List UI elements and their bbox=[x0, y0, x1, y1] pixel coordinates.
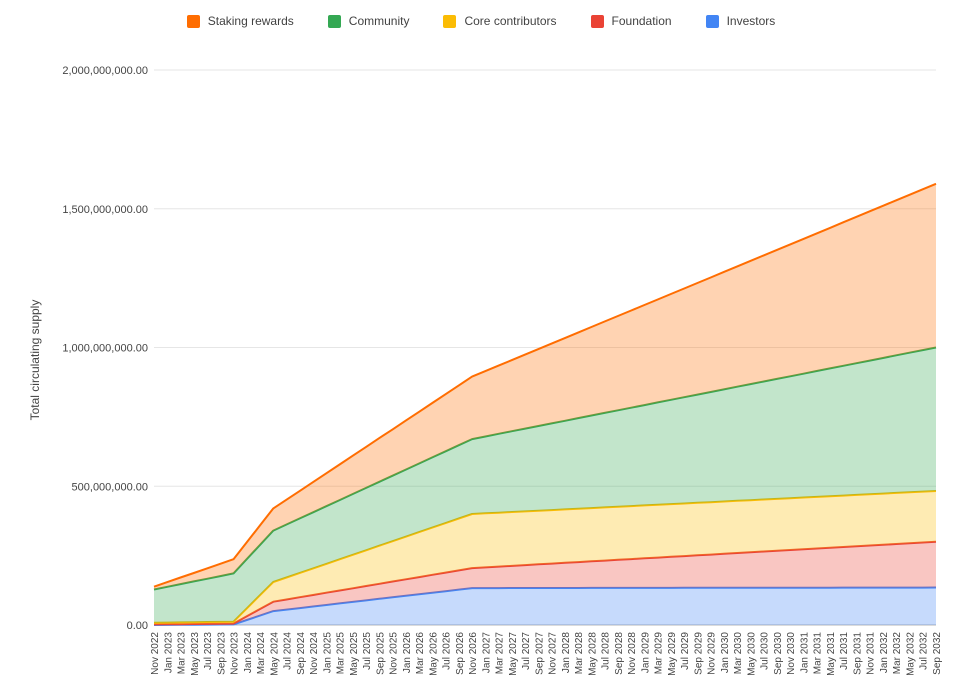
line-foundation bbox=[153, 540, 937, 626]
y-tick-label: 1,000,000,000.00 bbox=[62, 343, 148, 355]
x-tick-label: Mar 2031 bbox=[813, 632, 824, 675]
x-tick-label: Jan 2023 bbox=[163, 632, 174, 674]
legend-label: Investors bbox=[726, 14, 776, 28]
line-investors bbox=[153, 586, 937, 626]
x-tick-label: Sep 2023 bbox=[216, 632, 227, 675]
x-tick-label: May 2029 bbox=[667, 632, 678, 676]
x-tick-label: Mar 2027 bbox=[495, 632, 506, 675]
x-tick-label: Mar 2030 bbox=[733, 632, 744, 675]
x-tick-label: May 2024 bbox=[269, 632, 280, 676]
x-tick-label: May 2031 bbox=[826, 632, 837, 676]
x-tick-label: Nov 2029 bbox=[707, 632, 718, 675]
legend-item-staking-rewards[interactable]: Staking rewards bbox=[186, 14, 294, 28]
x-tick-label: Jan 2025 bbox=[322, 632, 333, 674]
area-staking-rewards bbox=[154, 183, 936, 590]
x-tick-label: Mar 2029 bbox=[654, 632, 665, 675]
x-tick-label: Jul 2031 bbox=[839, 632, 850, 670]
x-tick-label: Sep 2025 bbox=[375, 632, 386, 675]
x-tick-label: Jul 2026 bbox=[442, 632, 453, 670]
x-tick-label: Mar 2026 bbox=[415, 632, 426, 675]
area-community bbox=[154, 347, 936, 623]
legend-item-core-contributors[interactable]: Core contributors bbox=[443, 14, 557, 28]
x-tick-label: Jan 2032 bbox=[879, 632, 890, 674]
x-tick-label: Jan 2026 bbox=[402, 632, 413, 674]
x-tick-label: May 2026 bbox=[428, 632, 439, 676]
community-swatch-icon bbox=[327, 14, 341, 28]
legend-label: Core contributors bbox=[464, 14, 557, 28]
line-core-contributors bbox=[153, 490, 937, 624]
y-tick-label: 1,500,000,000.00 bbox=[62, 204, 148, 216]
x-tick-label: Nov 2028 bbox=[627, 632, 638, 675]
x-tick-label: Jan 2031 bbox=[799, 632, 810, 674]
x-tick-label: Mar 2024 bbox=[256, 632, 267, 675]
legend-label: Staking rewards bbox=[207, 14, 294, 28]
x-tick-label: Sep 2029 bbox=[693, 632, 704, 675]
legend-item-investors[interactable]: Investors bbox=[705, 14, 776, 28]
y-tick-label: 2,000,000,000.00 bbox=[62, 65, 148, 77]
x-tick-label: Nov 2031 bbox=[866, 632, 877, 675]
area-investors bbox=[154, 587, 936, 625]
x-tick-label: Jan 2024 bbox=[243, 632, 254, 674]
x-tick-label: May 2023 bbox=[190, 632, 201, 676]
x-tick-label: Mar 2023 bbox=[177, 632, 188, 675]
x-tick-label: Nov 2022 bbox=[150, 632, 161, 675]
x-tick-label: May 2025 bbox=[349, 632, 360, 676]
legend-item-foundation[interactable]: Foundation bbox=[590, 14, 672, 28]
y-tick-label: 500,000,000.00 bbox=[72, 481, 148, 493]
x-tick-label: Sep 2026 bbox=[455, 632, 466, 675]
x-tick-label: Nov 2025 bbox=[389, 632, 400, 675]
x-tick-label: May 2030 bbox=[746, 632, 757, 676]
x-tick-label: Mar 2032 bbox=[892, 632, 903, 675]
x-tick-label: Sep 2024 bbox=[296, 632, 307, 675]
x-tick-label: Jul 2030 bbox=[760, 632, 771, 670]
x-tick-label: Nov 2023 bbox=[230, 632, 241, 675]
x-tick-label: Sep 2032 bbox=[932, 632, 943, 675]
legend-label: Community bbox=[348, 14, 410, 28]
x-tick-label: Jan 2027 bbox=[481, 632, 492, 674]
x-tick-label: Jul 2029 bbox=[680, 632, 691, 670]
y-tick-label: 0.00 bbox=[127, 620, 148, 632]
x-tick-label: Jul 2032 bbox=[919, 632, 930, 670]
x-tick-label: May 2027 bbox=[508, 632, 519, 676]
area-foundation bbox=[154, 541, 936, 625]
legend-label: Foundation bbox=[611, 14, 672, 28]
x-tick-label: Jan 2029 bbox=[640, 632, 651, 674]
x-tick-label: Sep 2028 bbox=[614, 632, 625, 675]
x-tick-label: Jul 2024 bbox=[283, 632, 294, 670]
x-tick-label: May 2032 bbox=[905, 632, 916, 676]
x-tick-label: Nov 2024 bbox=[309, 632, 320, 675]
x-tick-label: May 2028 bbox=[587, 632, 598, 676]
x-tick-label: Jan 2028 bbox=[561, 632, 572, 674]
x-tick-label: Nov 2026 bbox=[468, 632, 479, 675]
staking-rewards-swatch-icon bbox=[186, 14, 200, 28]
x-tick-label: Sep 2030 bbox=[773, 632, 784, 675]
chart-legend: Staking rewards Community Core contribut… bbox=[0, 12, 962, 30]
x-tick-label: Mar 2028 bbox=[574, 632, 585, 675]
x-tick-label: Sep 2027 bbox=[534, 632, 545, 675]
line-community bbox=[153, 346, 937, 591]
x-tick-label: Jul 2027 bbox=[521, 632, 532, 670]
x-tick-label: Jul 2028 bbox=[601, 632, 612, 670]
line-staking-rewards bbox=[153, 182, 937, 588]
x-tick-label: Jul 2025 bbox=[362, 632, 373, 670]
legend-item-community[interactable]: Community bbox=[327, 14, 410, 28]
x-tick-label: Sep 2031 bbox=[852, 632, 863, 675]
foundation-swatch-icon bbox=[590, 14, 604, 28]
x-tick-label: Jan 2030 bbox=[720, 632, 731, 674]
investors-swatch-icon bbox=[705, 14, 719, 28]
area-core-contributors bbox=[154, 491, 936, 625]
x-tick-label: Jul 2023 bbox=[203, 632, 214, 670]
x-tick-label: Nov 2027 bbox=[548, 632, 559, 675]
x-tick-label: Mar 2025 bbox=[336, 632, 347, 675]
core-contributors-swatch-icon bbox=[443, 14, 457, 28]
x-tick-label: Nov 2030 bbox=[786, 632, 797, 675]
